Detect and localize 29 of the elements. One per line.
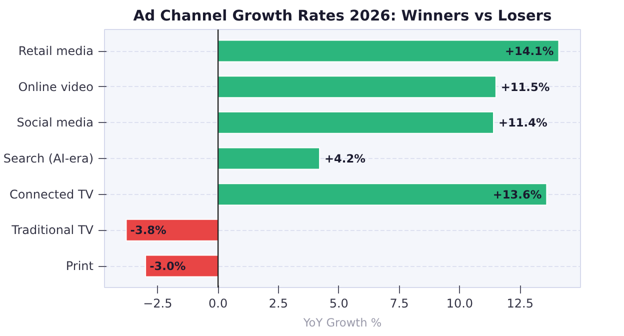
x-tick-label: 2.5 [268,296,288,310]
bar [218,183,548,206]
bar [126,218,219,242]
y-tick-label: Retail media [18,44,94,58]
x-axis-title: YoY Growth % [302,316,382,330]
bar [218,76,496,98]
bar [218,111,494,134]
data-label: +4.2% [324,152,366,166]
x-tick-label: 12.5 [506,296,534,310]
data-label: +13.6% [492,187,542,202]
y-tick-label: Online video [18,80,94,94]
x-tick-label: −2.5 [143,296,172,310]
y-tick-label: Print [66,259,94,273]
y-tick-label: Traditional TV [10,223,94,238]
bar [218,147,320,170]
data-label: +11.5% [500,80,550,94]
y-tick-label: Social media [16,116,94,130]
data-label: -3.8% [130,223,166,238]
x-tick-label: 5.0 [329,296,348,310]
x-tick-label: 10.0 [446,296,474,310]
y-tick-label: Connected TV [10,187,94,202]
x-tick-label: 7.5 [390,296,409,310]
data-label: +14.1% [504,44,554,58]
data-label: +11.4% [498,116,548,130]
bar [218,40,560,62]
data-label: -3.0% [150,259,186,273]
chart-title: Ad Channel Growth Rates 2026: Winners vs Losers [133,8,552,24]
y-tick-label: Search (AI-era) [3,152,94,166]
x-tick-label: 0.0 [208,296,228,310]
